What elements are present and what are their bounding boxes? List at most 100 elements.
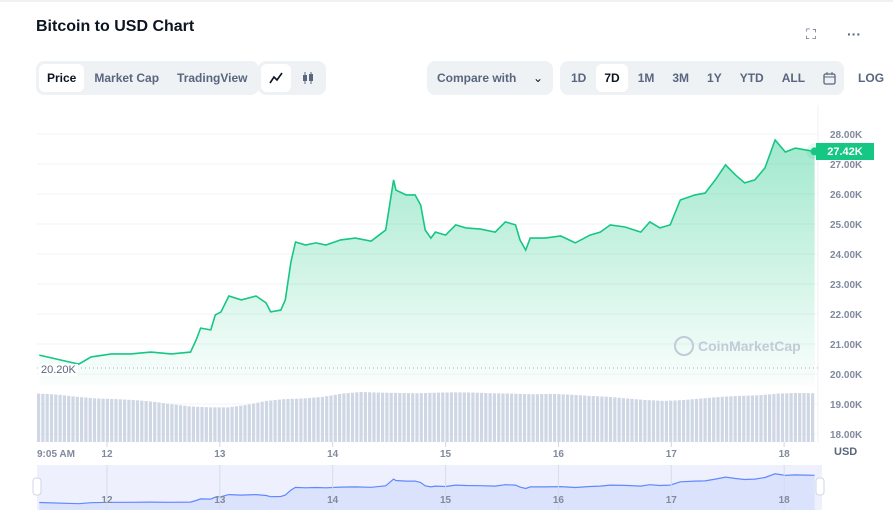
volume-bar bbox=[381, 392, 385, 442]
chart-type-toggle bbox=[258, 61, 326, 95]
range-ytd[interactable]: YTD bbox=[739, 71, 764, 85]
tab-market-cap[interactable]: Market Cap bbox=[94, 71, 160, 85]
range-7d[interactable]: 7D bbox=[596, 64, 628, 92]
volume-bar bbox=[699, 398, 703, 442]
navigator-tick-label: 16 bbox=[553, 495, 565, 506]
volume-bar bbox=[411, 393, 415, 442]
volume-bar bbox=[737, 395, 742, 442]
volume-bar bbox=[67, 395, 71, 442]
volume-bar bbox=[84, 397, 88, 442]
candlestick-icon[interactable] bbox=[293, 64, 323, 92]
range-3m[interactable]: 3M bbox=[672, 71, 690, 85]
volume-bar bbox=[316, 397, 320, 442]
tab-tradingview[interactable]: TradingView bbox=[177, 71, 248, 85]
volume-bar bbox=[230, 406, 234, 442]
volume-bar bbox=[544, 393, 548, 442]
volume-bar bbox=[385, 392, 389, 442]
volume-bar bbox=[226, 407, 230, 442]
volume-bar bbox=[557, 394, 561, 442]
volume-bar bbox=[703, 398, 707, 442]
y-tick-label: 22.00K bbox=[830, 310, 863, 321]
volume-bar bbox=[733, 396, 737, 442]
volume-bar bbox=[596, 396, 600, 442]
x-tick-label: 16 bbox=[553, 449, 565, 460]
volume-bar bbox=[768, 394, 772, 442]
coinmarketcap-logo-icon bbox=[674, 336, 694, 356]
volume-bar bbox=[252, 403, 256, 442]
volume-bar bbox=[759, 395, 763, 442]
volume-bar bbox=[123, 399, 127, 442]
x-tick-label: 12 bbox=[101, 449, 113, 460]
volume-bar bbox=[135, 400, 140, 442]
navigator-tick-label: 18 bbox=[779, 495, 791, 506]
volume-bar bbox=[213, 407, 217, 442]
volume-bar bbox=[587, 395, 591, 442]
navigator-tick-label: 12 bbox=[101, 495, 113, 506]
current-price-badge: 27.42K bbox=[816, 143, 874, 160]
volume-bar bbox=[419, 393, 423, 442]
more-horizontal-icon[interactable]: ··· bbox=[847, 26, 861, 42]
volume-bar bbox=[277, 399, 281, 442]
range-1m[interactable]: 1M bbox=[637, 71, 655, 85]
volume-bar bbox=[105, 398, 109, 442]
volume-bar bbox=[574, 394, 578, 442]
volume-bar bbox=[402, 393, 406, 442]
volume-bar bbox=[763, 394, 767, 442]
volume-bar bbox=[449, 392, 453, 442]
volume-bar bbox=[639, 399, 643, 442]
volume-bar bbox=[720, 396, 724, 442]
volume-bar bbox=[363, 392, 367, 442]
line-chart-icon[interactable] bbox=[261, 64, 291, 92]
volume-bar bbox=[432, 392, 436, 442]
volume-bar bbox=[479, 392, 484, 442]
volume-bar bbox=[690, 399, 694, 442]
volume-bar bbox=[368, 392, 372, 442]
tab-price[interactable]: Price bbox=[39, 64, 85, 92]
volume-bar bbox=[290, 398, 294, 442]
volume-bar bbox=[458, 392, 462, 442]
volume-bar bbox=[355, 392, 359, 442]
volume-bar bbox=[264, 400, 269, 442]
volume-bar bbox=[148, 401, 152, 442]
compare-with-dropdown[interactable]: Compare with ⌄ bbox=[427, 61, 553, 95]
volume-bar bbox=[772, 393, 776, 442]
volume-bar bbox=[37, 393, 41, 442]
volume-bar bbox=[621, 398, 625, 442]
range-all[interactable]: ALL bbox=[781, 71, 806, 85]
volume-bar bbox=[80, 397, 84, 442]
volume-bar bbox=[471, 392, 475, 442]
watermark: CoinMarketCap bbox=[674, 336, 801, 356]
price-line bbox=[39, 138, 815, 365]
volume-bar bbox=[307, 397, 312, 442]
range-1y[interactable]: 1Y bbox=[707, 71, 722, 85]
volume-bar bbox=[204, 407, 208, 442]
log-scale-toggle[interactable]: LOG bbox=[858, 71, 885, 85]
volume-bar bbox=[742, 395, 746, 442]
navigator-handle-right[interactable] bbox=[815, 477, 825, 496]
range-1d[interactable]: 1D bbox=[571, 71, 587, 85]
x-tick-label: 14 bbox=[327, 449, 339, 460]
navigator-handle-left[interactable] bbox=[32, 477, 42, 496]
volume-bar bbox=[389, 392, 393, 442]
volume-bar bbox=[118, 399, 122, 442]
volume-bar bbox=[617, 397, 621, 442]
volume-bar bbox=[217, 407, 221, 442]
volume-bar bbox=[398, 392, 402, 442]
min-price-label: 20.20K bbox=[39, 364, 78, 376]
volume-bar bbox=[643, 399, 647, 442]
volume-bar bbox=[424, 393, 428, 442]
y-tick-label: 24.00K bbox=[830, 250, 863, 261]
volume-bar bbox=[484, 393, 488, 442]
expand-icon[interactable]: ⛶ bbox=[806, 26, 816, 42]
volume-bar bbox=[114, 399, 118, 442]
y-tick-label: 27.00K bbox=[830, 160, 863, 171]
calendar-icon[interactable] bbox=[815, 64, 844, 92]
volume-bar bbox=[806, 393, 810, 442]
volume-bar bbox=[338, 394, 342, 442]
volume-bar bbox=[677, 400, 681, 442]
volume-bar bbox=[54, 394, 58, 442]
y-tick-label: 28.00K bbox=[830, 130, 863, 141]
volume-bar bbox=[647, 400, 651, 442]
volume-bar bbox=[45, 394, 49, 442]
